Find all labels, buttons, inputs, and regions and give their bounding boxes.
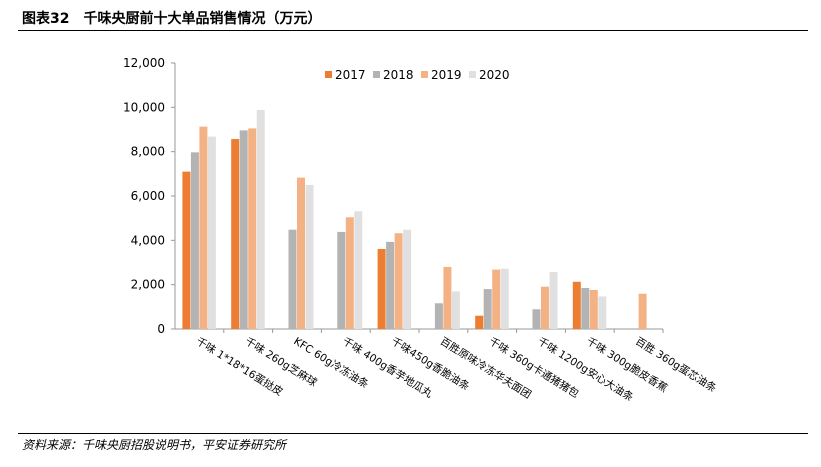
y-tick-label: 4,000 <box>131 233 165 247</box>
legend-swatch-2017 <box>325 71 332 78</box>
legend-label: 2018 <box>383 68 414 82</box>
figure-title: 图表32 千味央厨前十大单品销售情况（万元） <box>22 8 335 28</box>
y-tick-label: 8,000 <box>131 145 165 159</box>
bar-2017 <box>377 248 386 329</box>
bar-2020 <box>451 291 460 329</box>
bar-2019 <box>248 128 257 329</box>
bar-2017 <box>475 315 484 329</box>
legend-label: 2017 <box>335 68 366 82</box>
bar-2020 <box>598 296 607 329</box>
bar-2020 <box>500 268 509 329</box>
bar-2020 <box>207 136 216 329</box>
bar-2018 <box>581 287 590 329</box>
bar-2020 <box>403 229 412 329</box>
bar-2019 <box>199 126 208 329</box>
bar-2019 <box>443 266 452 329</box>
x-tick-label: 千味 1*18*16蛋挞皮 <box>194 335 286 399</box>
bar-2019 <box>589 289 598 329</box>
bar-2018 <box>239 130 248 329</box>
x-tick-label: 百胜原味冷冻华夫面团 <box>438 335 534 402</box>
bar-2019 <box>492 269 501 329</box>
bar-2019 <box>345 217 354 329</box>
bar-2017 <box>231 139 240 329</box>
y-tick-label: 2,000 <box>131 278 165 292</box>
bar-2020 <box>354 211 363 329</box>
bar-2017 <box>572 281 581 329</box>
bar-2018 <box>190 152 199 329</box>
footer-rule <box>18 433 808 434</box>
bar-2020 <box>549 272 558 329</box>
bar-2018 <box>434 303 443 329</box>
bar-2019 <box>638 293 647 329</box>
y-tick-label: 12,000 <box>123 56 165 70</box>
bar-2019 <box>297 177 305 329</box>
source-note: 资料来源：千味央厨招股说明书，平安证券研究所 <box>22 438 287 452</box>
legend-swatch-2018 <box>373 71 380 78</box>
y-tick-label: 0 <box>157 322 165 336</box>
bar-2019 <box>394 233 403 329</box>
title-rule <box>18 30 808 31</box>
y-tick-label: 10,000 <box>123 100 165 114</box>
legend-label: 2019 <box>431 68 462 82</box>
y-tick-label: 6,000 <box>131 189 165 203</box>
x-tick-label: 千味 400g香芋地瓜丸 <box>340 335 435 401</box>
bar-2020 <box>256 109 265 329</box>
figure-number: 图表32 <box>22 11 70 27</box>
bar-2018 <box>483 289 492 329</box>
bar-2018 <box>386 241 395 329</box>
legend-swatch-2019 <box>421 71 428 78</box>
figure-title-text: 千味央厨前十大单品销售情况（万元） <box>83 11 322 27</box>
bar-2020 <box>305 184 314 329</box>
bar-2018 <box>532 309 541 329</box>
x-tick-label: 千味 360g卡通猪猪包 <box>487 335 582 401</box>
legend-label: 2020 <box>479 68 510 82</box>
bar-2018 <box>337 231 346 329</box>
x-tick-label: 千味 300g脆皮香蕉 <box>584 335 670 395</box>
x-tick-label: 百胜 360g蛋芯油条 <box>633 335 719 396</box>
legend-swatch-2020 <box>469 71 476 78</box>
bar-2018 <box>288 229 297 329</box>
bar-2019 <box>541 286 549 329</box>
x-tick-label: 千味450g香脆油条 <box>389 335 472 394</box>
bar-2017 <box>182 171 191 329</box>
